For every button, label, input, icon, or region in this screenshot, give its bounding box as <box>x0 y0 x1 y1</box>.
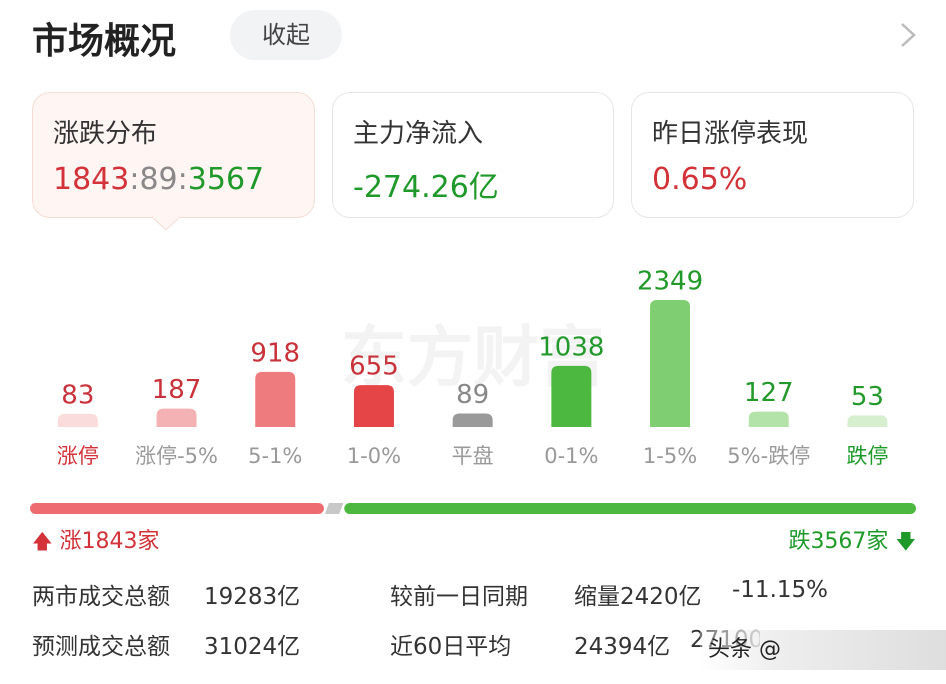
down-label: 跌3567家 🡇 <box>788 529 916 554</box>
stat-value: 24394亿 <box>574 634 671 660</box>
category-label: 涨停-5% <box>135 444 218 468</box>
category-label: 1-5% <box>643 444 697 468</box>
category-label: 涨停 <box>57 444 99 468</box>
bar <box>847 415 888 427</box>
stat-value: -11.15% <box>732 577 828 603</box>
flat-segment <box>324 503 344 514</box>
card-label: 涨跌分布 <box>53 119 158 149</box>
stat-value: 31024亿 <box>204 634 301 660</box>
value-label: 918 <box>250 338 300 368</box>
card-label: 昨日涨停表现 <box>652 119 809 149</box>
card[interactable]: 涨跌分布 1843:89:3567 <box>32 92 315 218</box>
bar <box>650 300 691 427</box>
value-label: 83 <box>61 380 94 410</box>
stat-label: 较前一日同期 <box>390 584 528 610</box>
value-label: 2349 <box>637 267 703 297</box>
up-text: 涨1843家 <box>59 529 160 554</box>
card-value: 0.65% <box>652 162 748 197</box>
bar <box>748 411 789 427</box>
category-label: 平盘 <box>452 444 494 468</box>
stat-value: 缩量2420亿 <box>574 584 702 610</box>
card[interactable]: 昨日涨停表现 0.65% <box>631 92 914 218</box>
category-label: 0-1% <box>544 444 598 468</box>
value-label: 53 <box>851 382 884 412</box>
category-label: 5-1% <box>248 444 302 468</box>
down-text: 跌3567家 <box>788 529 889 554</box>
card[interactable]: 主力净流入 -274.26亿 <box>332 92 614 218</box>
bar <box>353 385 394 427</box>
value-label: 127 <box>744 378 794 408</box>
down-count: 3567 <box>187 162 265 197</box>
chevron[interactable] <box>896 20 920 50</box>
stat-label: 两市成交总额 <box>32 584 170 610</box>
stat-value: 19283亿 <box>204 584 301 610</box>
bar <box>57 413 98 427</box>
title: 市场概况 <box>32 21 177 62</box>
value-label: 89 <box>456 380 489 410</box>
up-count: 1843 <box>53 162 130 197</box>
card-value: 1843:89:3567 <box>53 162 314 197</box>
footer-watermark: 头条 @ <box>700 630 946 670</box>
sep: : <box>177 162 188 197</box>
value-label: 1038 <box>538 332 604 362</box>
card-value: -274.26亿 <box>353 170 499 205</box>
up-segment <box>30 503 324 514</box>
up-label: 🡅 涨1843家 <box>32 529 160 554</box>
down-segment <box>344 503 916 514</box>
bar <box>551 365 592 427</box>
category-label: 跌停 <box>846 444 888 468</box>
stat-label: 近60日平均 <box>390 634 512 660</box>
stat-label: 预测成交总额 <box>32 634 170 660</box>
sep: : <box>129 162 140 197</box>
collapse-button[interactable]: 收起 <box>230 10 342 60</box>
card-pointer <box>152 216 180 231</box>
bar <box>156 408 197 427</box>
value-label: 655 <box>349 352 399 382</box>
bar <box>452 413 493 427</box>
bar <box>255 371 296 427</box>
flat-count: 89 <box>139 162 178 197</box>
card-label: 主力净流入 <box>353 119 484 149</box>
category-label: 5%-跌停 <box>727 444 810 468</box>
category-label: 1-0% <box>347 444 401 468</box>
distribution-chart: 东方财富 83涨停187涨停-5%9185-1%6551-0%89平盘10380… <box>30 267 916 514</box>
value-label: 187 <box>152 375 202 405</box>
